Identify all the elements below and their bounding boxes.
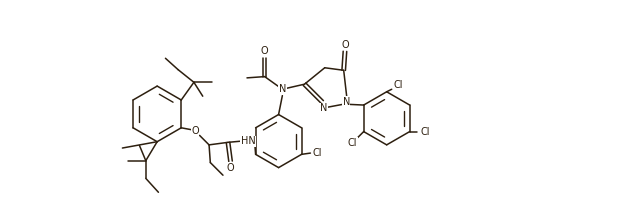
Text: Cl: Cl (394, 80, 403, 90)
Text: Cl: Cl (312, 148, 322, 158)
Text: O: O (261, 46, 269, 56)
Text: Cl: Cl (420, 127, 430, 137)
Text: N: N (343, 97, 350, 107)
Text: HN: HN (241, 136, 256, 146)
Text: N: N (320, 103, 327, 113)
Text: O: O (227, 163, 234, 173)
Text: O: O (341, 40, 349, 50)
Text: N: N (278, 84, 286, 94)
Text: O: O (192, 126, 199, 136)
Text: Cl: Cl (348, 138, 357, 148)
